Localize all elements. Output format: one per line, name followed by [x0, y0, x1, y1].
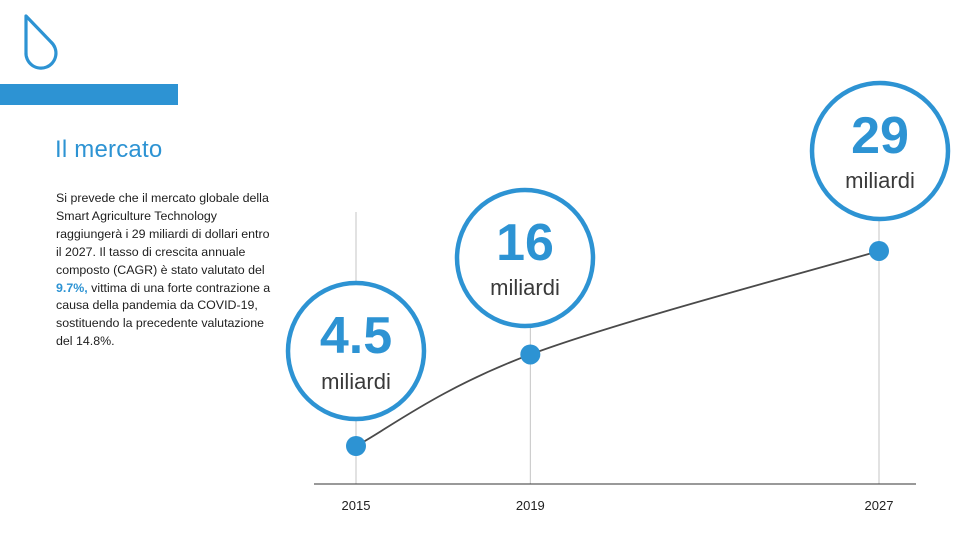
data-point — [346, 436, 366, 456]
unit-label: miliardi — [321, 369, 391, 394]
x-tick-label: 2027 — [865, 498, 894, 513]
description-text-end: vittima di una forte contrazione a causa… — [56, 280, 271, 349]
value-callout-circle — [285, 280, 427, 422]
description-text: Si prevede che il mercato globale della … — [56, 190, 278, 351]
cagr-highlight: 9.7%, — [56, 280, 88, 295]
page-title: Il mercato — [55, 136, 163, 163]
value-label: 16 — [496, 214, 554, 272]
value-callout-circle — [454, 187, 596, 329]
unit-label: miliardi — [845, 168, 915, 193]
x-tick-label: 2019 — [516, 498, 545, 513]
value-label: 4.5 — [320, 307, 392, 365]
description-text-start: Si prevede che il mercato globale della … — [56, 191, 270, 277]
data-point — [520, 344, 541, 365]
accent-bar — [0, 84, 178, 105]
x-tick-label: 2015 — [342, 498, 371, 513]
value-callout-circle — [809, 80, 951, 222]
value-label: 29 — [851, 107, 909, 165]
data-point — [869, 240, 889, 261]
unit-label: miliardi — [490, 275, 560, 300]
series-line — [355, 250, 880, 447]
water-drop-icon — [24, 14, 58, 70]
